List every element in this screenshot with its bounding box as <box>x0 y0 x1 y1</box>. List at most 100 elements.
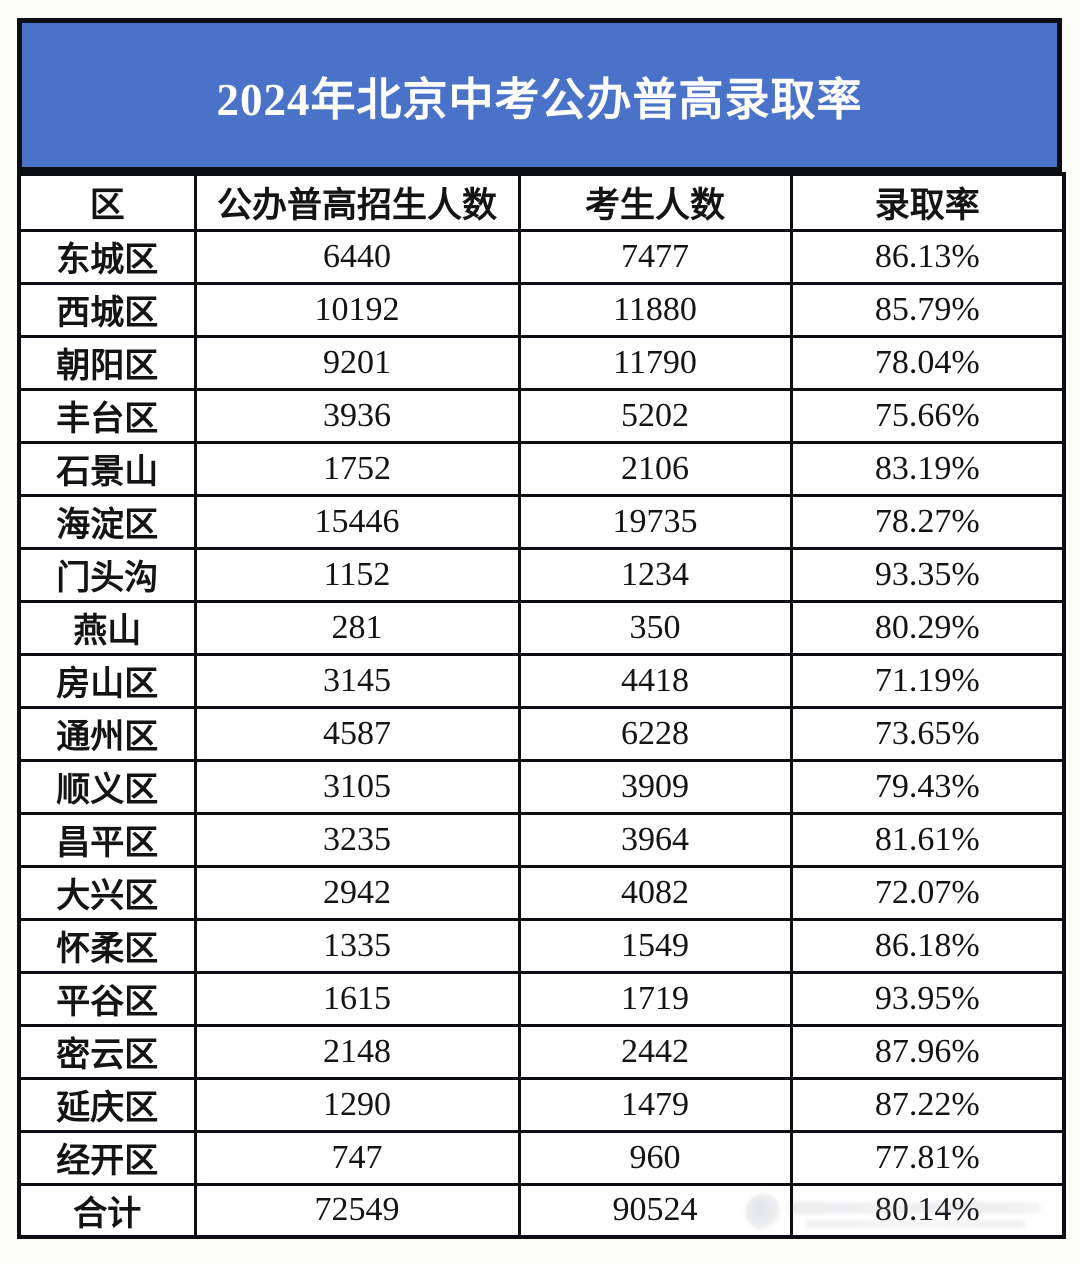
district-cell: 顺义区 <box>17 758 197 815</box>
district-cell: 通州区 <box>17 705 197 762</box>
enrollment-cell: 3105 <box>193 758 521 815</box>
district-cell: 海淀区 <box>17 493 197 550</box>
rate-cell: 80.29% <box>789 599 1066 656</box>
district-cell: 昌平区 <box>17 811 197 868</box>
page-title: 2024年北京中考公办普高录取率 <box>216 74 863 125</box>
enrollment-cell: 3235 <box>193 811 521 868</box>
candidates-cell: 350 <box>517 599 793 656</box>
rate-cell: 81.61% <box>789 811 1066 868</box>
enrollment-cell: 281 <box>193 599 521 656</box>
table-row: 房山区 3145 4418 71.19% <box>17 652 1066 709</box>
district-cell: 门头沟 <box>17 546 197 603</box>
table-row: 顺义区 3105 3909 79.43% <box>17 758 1066 815</box>
district-cell: 朝阳区 <box>17 334 197 391</box>
enrollment-cell: 1152 <box>193 546 521 603</box>
rate-cell: 93.95% <box>789 970 1066 1027</box>
rate-cell: 71.19% <box>789 652 1066 709</box>
enrollment-cell: 1290 <box>193 1076 521 1133</box>
district-cell: 东城区 <box>17 228 197 285</box>
rate-cell: 75.66% <box>789 387 1066 444</box>
column-header-rate: 录取率 <box>789 172 1066 232</box>
table-row: 密云区 2148 2442 87.96% <box>17 1023 1066 1080</box>
table-row: 延庆区 1290 1479 87.22% <box>17 1076 1066 1133</box>
district-cell: 平谷区 <box>17 970 197 1027</box>
table-row: 朝阳区 9201 11790 78.04% <box>17 334 1066 391</box>
enrollment-cell: 6440 <box>193 228 521 285</box>
candidates-cell: 7477 <box>517 228 793 285</box>
district-cell: 石景山 <box>17 440 197 497</box>
table-row: 丰台区 3936 5202 75.66% <box>17 387 1066 444</box>
enrollment-cell: 747 <box>193 1129 521 1186</box>
enrollment-cell: 72549 <box>193 1182 521 1239</box>
table-row: 燕山 281 350 80.29% <box>17 599 1066 656</box>
candidates-cell: 6228 <box>517 705 793 762</box>
candidates-cell: 19735 <box>517 493 793 550</box>
candidates-cell: 4418 <box>517 652 793 709</box>
table-row: 海淀区 15446 19735 78.27% <box>17 493 1066 550</box>
rate-cell: 85.79% <box>789 281 1066 338</box>
enrollment-cell: 3145 <box>193 652 521 709</box>
candidates-cell: 90524 <box>517 1182 793 1239</box>
district-cell: 燕山 <box>17 599 197 656</box>
header-row: 区 公办普高招生人数 考生人数 录取率 <box>17 172 1066 232</box>
table-body: 东城区 6440 7477 86.13% 西城区 10192 11880 85.79% 朝阳区 9… <box>17 228 1066 1239</box>
rate-cell: 72.07% <box>789 864 1066 921</box>
rate-cell: 73.65% <box>789 705 1066 762</box>
district-cell: 密云区 <box>17 1023 197 1080</box>
enrollment-cell: 1615 <box>193 970 521 1027</box>
rate-cell: 86.18% <box>789 917 1066 974</box>
district-cell: 大兴区 <box>17 864 197 921</box>
enrollment-cell: 1752 <box>193 440 521 497</box>
candidates-cell: 1719 <box>517 970 793 1027</box>
rate-cell: 87.22% <box>789 1076 1066 1133</box>
rate-cell: 77.81% <box>789 1129 1066 1186</box>
district-cell: 合计 <box>17 1182 197 1239</box>
candidates-cell: 3909 <box>517 758 793 815</box>
column-header-candidates: 考生人数 <box>517 172 793 232</box>
enrollment-cell: 9201 <box>193 334 521 391</box>
candidates-cell: 1234 <box>517 546 793 603</box>
rate-cell: 93.35% <box>789 546 1066 603</box>
candidates-cell: 11880 <box>517 281 793 338</box>
data-table: 区 公办普高招生人数 考生人数 录取率 东城区 6440 7477 86.13% 西城区… <box>17 172 1066 1239</box>
enrollment-cell: 2148 <box>193 1023 521 1080</box>
candidates-cell: 1549 <box>517 917 793 974</box>
table-row: 怀柔区 1335 1549 86.18% <box>17 917 1066 974</box>
candidates-cell: 2442 <box>517 1023 793 1080</box>
candidates-cell: 5202 <box>517 387 793 444</box>
rate-cell: 79.43% <box>789 758 1066 815</box>
enrollment-cell: 1335 <box>193 917 521 974</box>
rate-cell: 86.13% <box>789 228 1066 285</box>
enrollment-cell: 4587 <box>193 705 521 762</box>
table-row: 昌平区 3235 3964 81.61% <box>17 811 1066 868</box>
table-row: 通州区 4587 6228 73.65% <box>17 705 1066 762</box>
district-cell: 西城区 <box>17 281 197 338</box>
table-row: 东城区 6440 7477 86.13% <box>17 228 1066 285</box>
table-row: 大兴区 2942 4082 72.07% <box>17 864 1066 921</box>
enrollment-cell: 3936 <box>193 387 521 444</box>
district-cell: 房山区 <box>17 652 197 709</box>
table-row: 西城区 10192 11880 85.79% <box>17 281 1066 338</box>
total-row: 合计 72549 90524 80.14% <box>17 1182 1066 1239</box>
district-cell: 经开区 <box>17 1129 197 1186</box>
column-header-enrollment: 公办普高招生人数 <box>193 172 521 232</box>
table-row: 经开区 747 960 77.81% <box>17 1129 1066 1186</box>
district-cell: 怀柔区 <box>17 917 197 974</box>
district-cell: 延庆区 <box>17 1076 197 1133</box>
candidates-cell: 1479 <box>517 1076 793 1133</box>
rate-cell: 78.04% <box>789 334 1066 391</box>
candidates-cell: 2106 <box>517 440 793 497</box>
title-banner: 2024年北京中考公办普高录取率 <box>17 18 1062 172</box>
table-row: 平谷区 1615 1719 93.95% <box>17 970 1066 1027</box>
candidates-cell: 4082 <box>517 864 793 921</box>
enrollment-cell: 15446 <box>193 493 521 550</box>
candidates-cell: 3964 <box>517 811 793 868</box>
table-row: 石景山 1752 2106 83.19% <box>17 440 1066 497</box>
rate-cell: 80.14% <box>789 1182 1066 1239</box>
enrollment-cell: 2942 <box>193 864 521 921</box>
district-cell: 丰台区 <box>17 387 197 444</box>
candidates-cell: 960 <box>517 1129 793 1186</box>
table-row: 门头沟 1152 1234 93.35% <box>17 546 1066 603</box>
enrollment-cell: 10192 <box>193 281 521 338</box>
